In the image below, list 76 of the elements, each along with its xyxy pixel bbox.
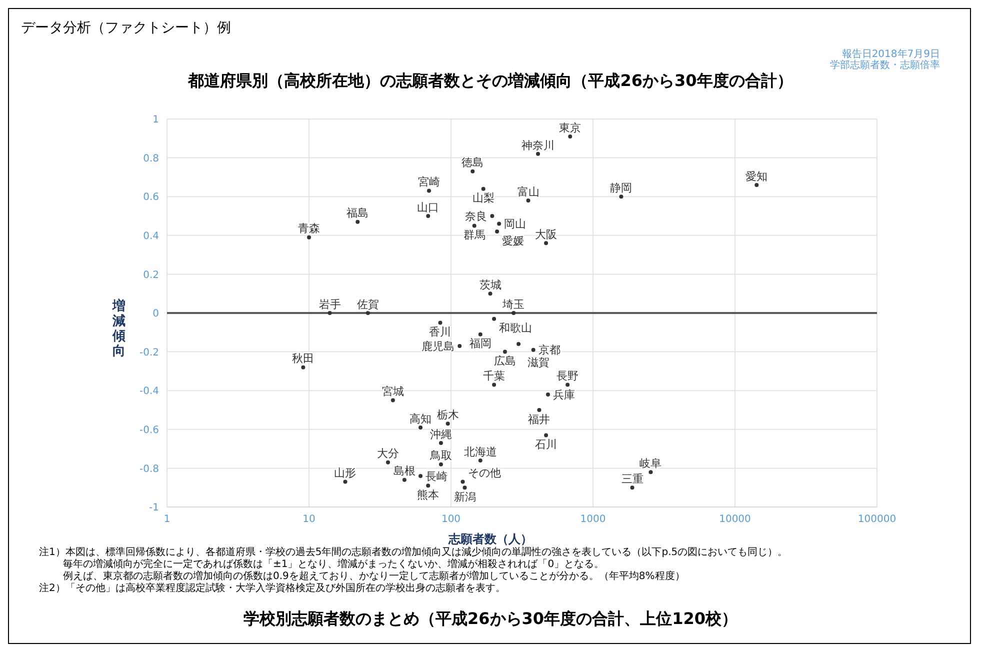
- data-label: 長野: [556, 370, 579, 383]
- data-label: 茨城: [479, 278, 502, 292]
- data-label: 神奈川: [522, 138, 555, 152]
- data-label: 鳥取: [428, 449, 452, 462]
- data-label: 山形: [334, 466, 356, 480]
- data-label: 佐賀: [356, 298, 379, 311]
- y-tick-label: 0.6: [143, 192, 159, 204]
- y-tick-label: -0.2: [139, 347, 159, 358]
- x-tick-label: 1: [164, 514, 170, 526]
- data-label: 秋田: [292, 352, 314, 366]
- data-label: 山梨: [472, 192, 494, 205]
- data-label: 京都: [538, 344, 560, 357]
- chart-title: 都道府県別（高校所在地）の志願者数とその増減傾向（平成26から30年度の合計）: [186, 71, 794, 92]
- data-label: 愛知: [746, 170, 768, 183]
- data-label: 和歌山: [499, 322, 532, 335]
- data-label: 長崎: [426, 470, 448, 483]
- text: 毎年の増減傾向が完全に一定であれば係数は「±1」となり、増減がまったくないか、増減が相殺されれば「0」となる。: [62, 559, 606, 570]
- data-label: 岐阜: [640, 456, 662, 470]
- data-label: 千葉: [483, 370, 506, 383]
- text: 注2）「その他」は高校卒業程度認定試験・大学入学資格検定及び外国所在の学校出身の志願者を表す。: [39, 583, 506, 595]
- x-axis-title: 志願者数（人）: [447, 531, 534, 546]
- x-tick-label: 1000: [580, 514, 606, 526]
- y-tick-label: 0.4: [143, 230, 159, 242]
- data-label: 沖縄: [430, 428, 452, 441]
- x-tick-label: 10: [302, 514, 316, 526]
- data-label: 大分: [376, 447, 399, 460]
- x-tick-label: 100: [441, 514, 461, 526]
- data-label: 東京: [559, 121, 582, 134]
- x-tick-label: 100000: [858, 514, 896, 526]
- data-label: その他: [468, 466, 501, 480]
- text: 学校別志願者数のまとめ（平成26から30年度の合計、上位120校）: [242, 609, 738, 630]
- y-axis-title: 増減傾向: [111, 299, 126, 359]
- data-label: 福井: [528, 412, 550, 426]
- data-label: 島根: [393, 464, 416, 478]
- text: 例えば、東京都の志願者数の増加傾向の係数は0.9を超えており、かなり一定して志願者が増加していることが分かる。（年平均8%程度）: [62, 571, 686, 582]
- data-label: 石川: [535, 438, 558, 452]
- data-label: 大阪: [535, 228, 558, 242]
- data-label: 兵庫: [552, 388, 575, 402]
- data-label: 岡山: [504, 218, 526, 231]
- data-label: 北海道: [464, 445, 497, 458]
- data-label: 徳島: [462, 156, 484, 170]
- data-label: 青森: [298, 222, 320, 236]
- text: 注1）本図は、標準回帰係数により、各都道府県・学校の過去5年間の志願者数の増加傾向又は減少傾向の単調性の強さを表している（以下p.5の図においても同じ）。: [39, 547, 789, 558]
- data-label: 高知: [410, 412, 432, 426]
- text: 学部志願者数・志願倍率: [830, 60, 940, 71]
- text: データ分析（ファクトシート）例: [21, 19, 231, 37]
- data-label: 富山: [517, 185, 540, 198]
- data-label: 滋賀: [528, 356, 550, 369]
- data-label: 鹿児島: [422, 340, 455, 353]
- data-label: 香川: [429, 326, 452, 339]
- data-label: 三重: [621, 472, 644, 486]
- data-label: 宮崎: [418, 176, 440, 189]
- x-tick-label: 10000: [719, 514, 751, 526]
- y-tick-label: -0.6: [139, 424, 159, 436]
- y-tick-label: -0.4: [139, 386, 159, 398]
- data-label: 愛媛: [502, 234, 524, 248]
- y-tick-label: 0.2: [143, 270, 159, 281]
- data-label: 奈良: [465, 210, 488, 223]
- y-tick-label: 1: [152, 114, 159, 126]
- data-label: 埼玉: [502, 298, 525, 311]
- text: 報告日2018年7月9日: [842, 49, 940, 60]
- data-label: 新潟: [454, 490, 476, 504]
- data-label: 福岡: [469, 337, 492, 350]
- data-label: 広島: [494, 354, 516, 368]
- y-tick-label: 0.8: [143, 153, 159, 164]
- y-tick-label: -0.8: [139, 464, 159, 475]
- data-label: 山口: [417, 200, 440, 214]
- data-label: 熊本: [417, 488, 440, 502]
- data-label: 宮城: [382, 385, 404, 398]
- data-label: 静岡: [610, 181, 632, 194]
- data-label: 群馬: [463, 228, 486, 242]
- y-tick-label: -1: [149, 502, 159, 514]
- data-label: 福島: [346, 206, 369, 220]
- data-label: 岩手: [318, 298, 341, 311]
- y-tick-label: 0: [152, 308, 159, 320]
- data-label: 栃木: [436, 408, 459, 422]
